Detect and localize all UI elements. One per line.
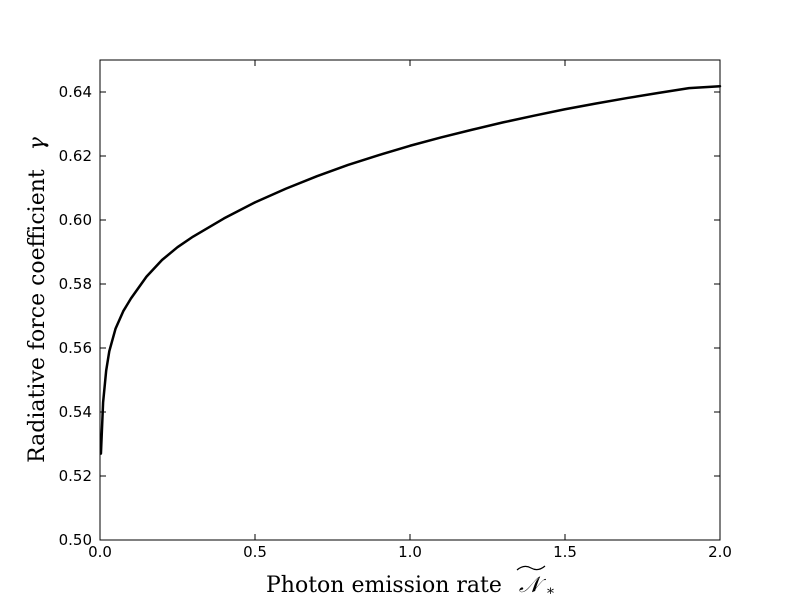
x-tick-label: 2.0 (708, 543, 732, 561)
plot-frame (99, 59, 721, 541)
x-tick-label: 0.0 (88, 543, 112, 561)
x-axis-title-subscript: * (547, 586, 554, 600)
y-axis-title-text: Radiative force coefficient (25, 169, 50, 463)
x-axis-title: Photon emission rate 𝒩 * (266, 573, 554, 600)
y-tick-label: 0.58 (59, 275, 92, 293)
tick-labels: 0.0 0.5 1.0 1.5 2.0 0.50 0.52 0.54 0.56 0.58 0.60 0… (59, 83, 732, 561)
plot-area (100, 60, 720, 540)
y-tick-label: 0.52 (59, 467, 92, 485)
x-axis-title-tilde (516, 565, 546, 571)
x-axis-title-symbol: 𝒩 (519, 573, 547, 598)
y-tick-label: 0.60 (59, 211, 92, 229)
y-tick-label: 0.64 (59, 83, 92, 101)
y-axis-title-symbol: γ (25, 136, 50, 150)
series-line (99, 84, 722, 455)
x-tick-label: 1.0 (398, 543, 422, 561)
y-tick-label: 0.56 (59, 339, 92, 357)
y-tick-label: 0.50 (59, 531, 92, 549)
y-tick-label: 0.54 (59, 403, 92, 421)
y-axis-title: Radiative force coefficient γ (25, 136, 50, 463)
x-tick-label: 0.5 (243, 543, 267, 561)
y-tick-label: 0.62 (59, 147, 92, 165)
x-axis-title-text: Photon emission rate (266, 573, 502, 598)
x-tick-label: 1.5 (553, 543, 577, 561)
